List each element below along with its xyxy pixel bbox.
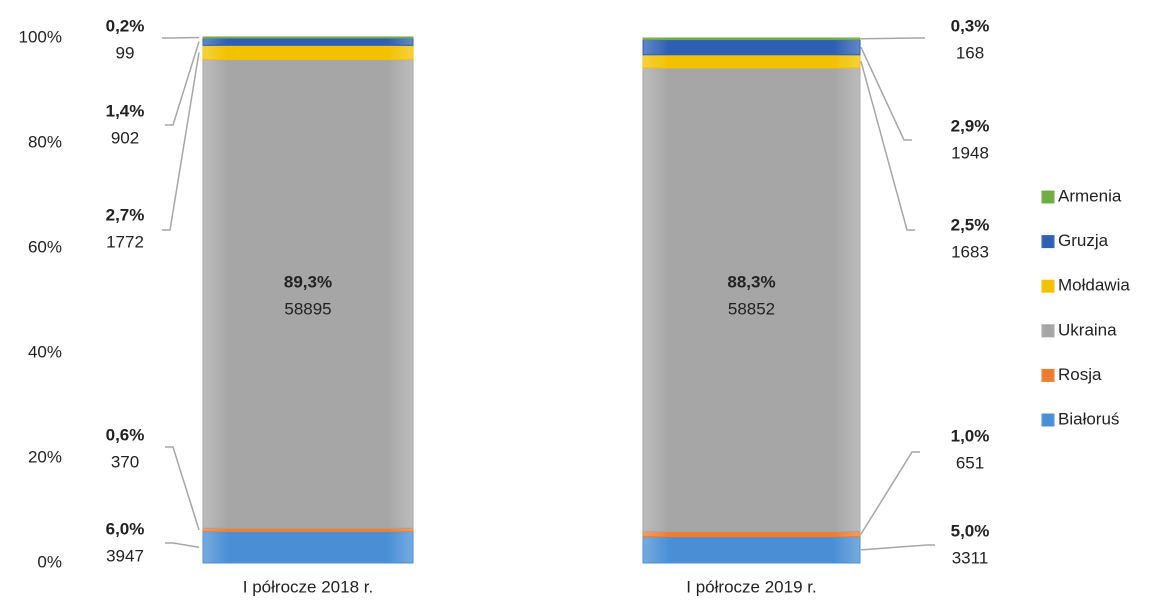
legend-label: Armenia [1058,186,1122,205]
legend-swatch [1041,368,1055,382]
legend-label: Ukraina [1058,320,1117,339]
y-tick-label: 80% [28,132,62,151]
leader-line [860,544,935,551]
legend-swatch [1041,190,1055,204]
count-label: 99 [116,43,135,62]
leader-line [162,36,200,39]
x-tick-label: I półrocze 2019 r. [686,577,816,596]
bar-segment [202,44,414,61]
y-tick-label: 60% [28,237,62,256]
legend-label: Białoruś [1058,409,1119,428]
y-tick-label: 40% [28,342,62,361]
count-label: 651 [956,453,984,472]
value-label: 0,6% [106,425,145,444]
x-tick-label: I półrocze 2018 r. [243,577,373,596]
legend-swatch [1041,413,1055,427]
bar-segment [642,54,861,69]
legend-swatch [1041,235,1055,249]
leader-line [860,451,920,535]
leader-line [165,542,200,548]
value-label: 6,0% [106,519,145,538]
value-label: 1,0% [951,426,990,445]
legend-swatch [1041,324,1055,338]
bar-segment [642,536,861,564]
bar-segment [202,531,414,564]
count-label: 902 [111,128,139,147]
count-label: 58852 [728,299,775,318]
value-label: 88,3% [727,272,775,291]
value-label: 2,9% [951,116,990,135]
count-label: 3947 [106,546,144,565]
leader-line [165,41,200,126]
count-label: 1772 [106,232,144,251]
y-tick-label: 100% [19,27,62,46]
count-label: 168 [956,43,984,62]
count-label: 1948 [951,143,989,162]
value-label: 0,3% [951,16,990,35]
legend-label: Mołdawia [1058,276,1130,295]
value-label: 1,4% [106,101,145,120]
leader-line [165,446,200,531]
bar-segment [642,531,861,538]
count-label: 370 [111,452,139,471]
bar-segment [202,59,414,529]
count-label: 1683 [951,242,989,261]
value-label: 2,5% [951,215,990,234]
bar-segment [642,39,861,56]
value-label: 5,0% [951,521,990,540]
legend-label: Rosja [1058,365,1102,384]
legend-label: Gruzja [1058,231,1109,250]
y-tick-label: 0% [37,552,62,571]
legend-swatch [1041,279,1055,293]
count-label: 3311 [952,548,989,567]
leader-line [860,46,912,141]
leader-line [860,37,925,40]
bar-segment [202,37,414,46]
bar-segment [202,36,414,39]
bar-segment [642,37,861,41]
value-label: 2,7% [106,205,145,224]
y-tick-label: 20% [28,447,62,466]
bar-segment [642,67,861,533]
value-label: 0,2% [106,16,145,35]
value-label: 89,3% [284,272,332,291]
leader-line [162,52,200,231]
count-label: 58895 [284,299,331,318]
leader-line [860,61,915,231]
